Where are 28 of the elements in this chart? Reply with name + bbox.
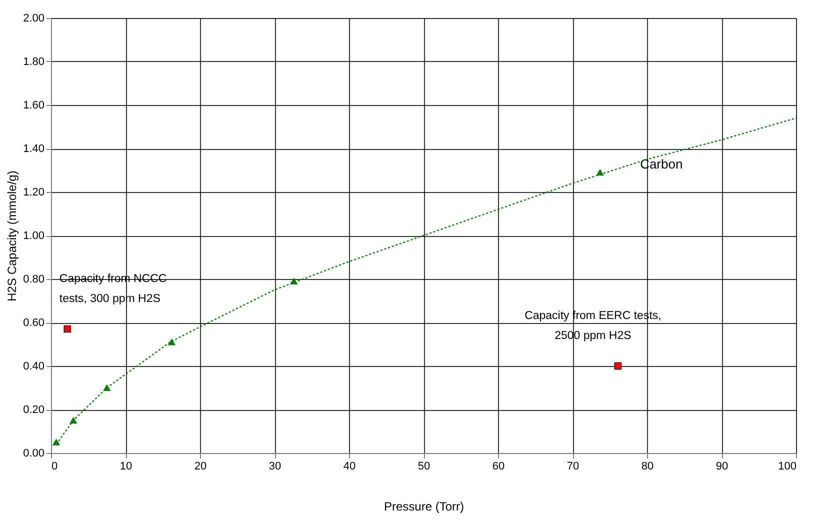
x-tick-label: 80 [641,460,654,472]
x-tick-label: 10 [120,460,132,472]
x-tick-label: 20 [194,460,207,472]
x-tick-label: 100 [778,460,796,472]
x-tick-label: 30 [268,460,282,472]
y-tick-label: 1.60 [23,100,44,112]
y-tick-label: 2.00 [23,12,44,24]
y-tick-label: 0.80 [23,274,44,286]
y-tick-label: 0.60 [23,317,44,329]
point [168,338,176,346]
y-tick-label: 1.00 [23,230,44,242]
x-axis-title: Pressure (Torr) [384,500,464,514]
x-tick-label: 70 [566,460,580,472]
y-tick-label: 0.40 [23,360,44,372]
x-tick-label: 0 [52,460,58,472]
point [64,325,72,333]
x-tick-label: 60 [492,460,505,472]
point [614,362,622,370]
y-tick-label: 1.40 [23,143,44,155]
x-tick-label: 50 [418,460,430,472]
x-tick-label: 40 [343,460,356,472]
x-tick-label: 90 [716,460,728,472]
y-tick-label: 1.20 [23,186,44,198]
y-axis-title: H2S Capacity (mmole/g) [5,170,20,302]
y-tick-label: 0.20 [23,404,44,416]
point [52,438,60,446]
y-tick-label: 1.80 [23,56,44,68]
y-tick-label: 0.00 [23,448,44,460]
